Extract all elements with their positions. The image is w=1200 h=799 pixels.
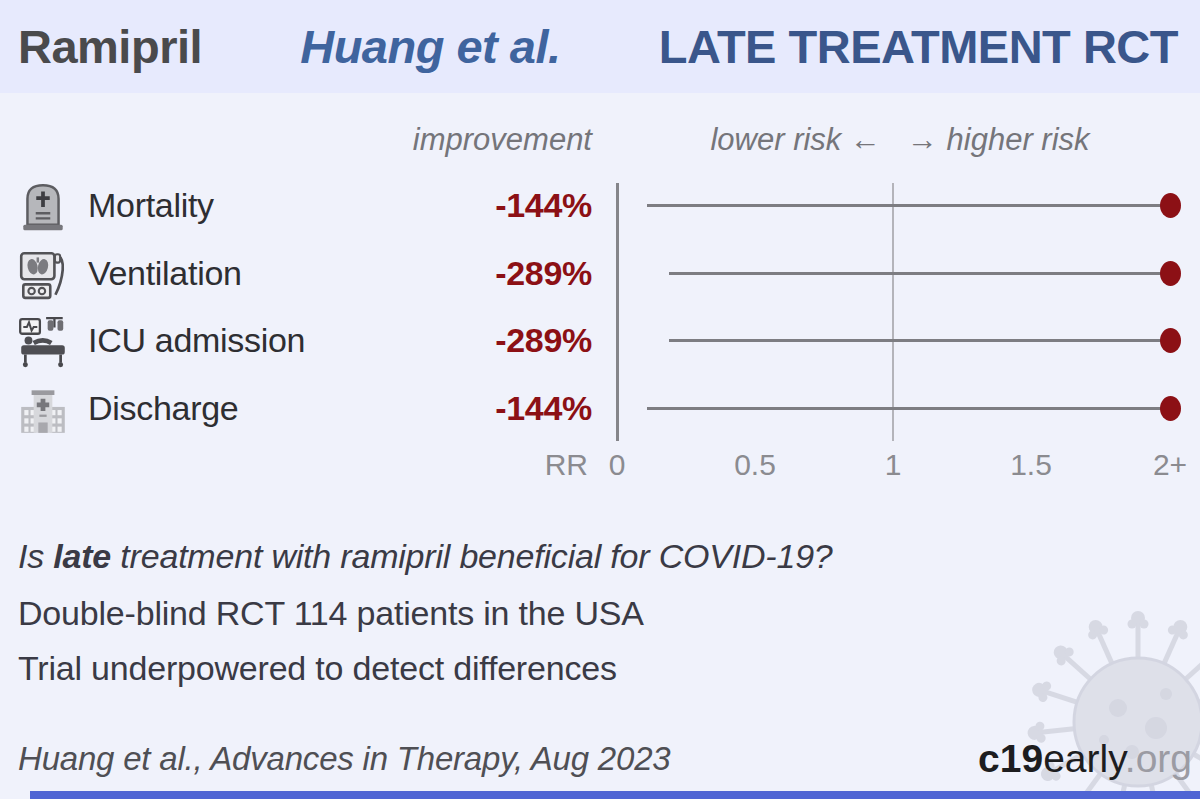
x-tick-1: 1 (848, 448, 938, 482)
x-tick-2plus: 2+ (1125, 448, 1200, 482)
rr-1-reference-line (892, 183, 894, 441)
outcome-label: Discharge (88, 389, 238, 428)
citation-text: Huang et al., Advances in Therapy, Aug 2… (18, 740, 670, 778)
x-tick-0: 0 (572, 448, 662, 482)
improvement-value: -289% (340, 321, 592, 360)
ci-line (647, 204, 1170, 207)
study-question-line: Is late treatment with ramipril benefici… (18, 537, 833, 576)
outcome-label: ICU admission (88, 321, 305, 360)
ci-line (647, 407, 1170, 410)
infographic-canvas: Ramipril Huang et al. LATE TREATMENT RCT… (0, 0, 1200, 799)
risk-direction-header: lower risk ← → higher risk (617, 122, 1183, 158)
rr-point-dot (1160, 261, 1181, 286)
rr-axis-label: RR (478, 448, 588, 482)
study-author-title: Huang et al. (300, 19, 560, 74)
higher-risk-arrow-label: → higher risk (907, 122, 1090, 158)
study-note-line: Trial underpowered to detect differences (18, 649, 617, 688)
x-tick-1-5: 1.5 (986, 448, 1076, 482)
rr-point-dot (1160, 328, 1181, 353)
logo-bold-part: c19 (978, 737, 1043, 780)
ventilator-icon (17, 246, 69, 302)
question-rest: treatment with ramipril beneficial for C… (111, 537, 832, 575)
question-bold-word: late (53, 537, 111, 575)
outcome-label: Ventilation (88, 254, 242, 293)
stage-title: LATE TREATMENT RCT (659, 19, 1178, 74)
header-bar: Ramipril Huang et al. LATE TREATMENT RCT (0, 0, 1200, 93)
improvement-value: -289% (340, 254, 592, 293)
improvement-value: -144% (340, 389, 592, 428)
study-design-line: Double-blind RCT 114 patients in the USA (18, 594, 644, 633)
ci-line (669, 272, 1170, 275)
treatment-title: Ramipril (18, 19, 202, 74)
improvement-column-header: improvement (300, 122, 592, 158)
c19early-logo: c19early.org (978, 737, 1192, 781)
ci-line (669, 339, 1170, 342)
outcome-label: Mortality (88, 186, 214, 225)
logo-regular-part: early (1043, 737, 1125, 780)
x-tick-0-5: 0.5 (710, 448, 800, 482)
hospital-icon (17, 381, 69, 437)
rr-point-dot (1160, 193, 1181, 218)
bottom-accent-bar (30, 791, 1200, 799)
rr-point-dot (1160, 396, 1181, 421)
improvement-value: -144% (340, 186, 592, 225)
gravestone-icon (17, 178, 69, 234)
question-prefix: Is (18, 537, 53, 575)
logo-suffix-part: .org (1125, 737, 1192, 780)
lower-risk-arrow-label: lower risk ← (710, 122, 881, 158)
icu-bed-icon (17, 313, 69, 369)
plot-left-axis-line (616, 183, 619, 441)
